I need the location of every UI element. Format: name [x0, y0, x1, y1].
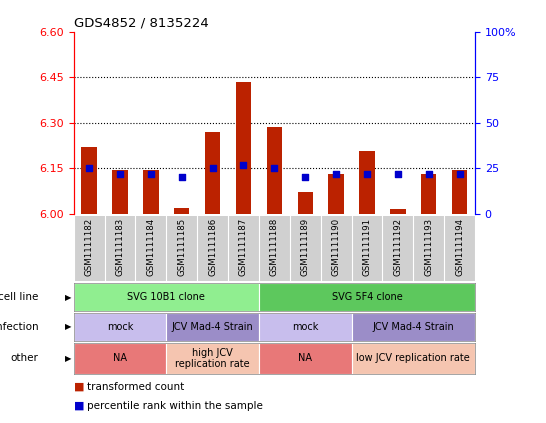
Text: transformed count: transformed count [87, 382, 185, 392]
Point [239, 161, 248, 168]
Text: GSM1111182: GSM1111182 [85, 218, 94, 276]
Text: GSM1111190: GSM1111190 [331, 218, 341, 276]
Bar [266, 127, 282, 214]
Bar [143, 170, 158, 214]
Point [177, 174, 186, 181]
Point [363, 170, 371, 177]
Text: ■: ■ [74, 382, 84, 392]
Text: other: other [10, 354, 38, 363]
Text: percentile rank within the sample: percentile rank within the sample [87, 401, 263, 411]
Text: GDS4852 / 8135224: GDS4852 / 8135224 [74, 16, 209, 29]
Bar [205, 132, 221, 214]
Text: GSM1111185: GSM1111185 [177, 218, 186, 276]
Text: cell line: cell line [0, 292, 38, 302]
Bar [352, 343, 475, 374]
Text: GSM1111193: GSM1111193 [424, 218, 433, 276]
Text: mock: mock [107, 322, 133, 332]
Text: low JCV replication rate: low JCV replication rate [357, 354, 470, 363]
Text: GSM1111187: GSM1111187 [239, 218, 248, 276]
Text: infection: infection [0, 322, 38, 332]
Text: mock: mock [292, 322, 318, 332]
Text: SVG 10B1 clone: SVG 10B1 clone [127, 292, 205, 302]
Text: NA: NA [298, 354, 312, 363]
Text: GSM1111183: GSM1111183 [116, 218, 124, 276]
Point [455, 170, 464, 177]
Bar [74, 343, 167, 374]
Text: JCV Mad-4 Strain: JCV Mad-4 Strain [372, 322, 454, 332]
Text: ■: ■ [74, 401, 84, 411]
Bar [259, 343, 352, 374]
Text: GSM1111192: GSM1111192 [393, 218, 402, 276]
Bar [452, 170, 467, 214]
Point [116, 170, 124, 177]
Bar [259, 283, 475, 311]
Text: GSM1111188: GSM1111188 [270, 218, 279, 276]
Text: GSM1111194: GSM1111194 [455, 218, 464, 276]
Text: high JCV
replication rate: high JCV replication rate [175, 348, 250, 369]
Bar [236, 82, 251, 214]
Bar [328, 174, 344, 214]
Text: ▶: ▶ [64, 322, 71, 331]
Text: ▶: ▶ [64, 293, 71, 302]
Point [85, 165, 93, 172]
Text: SVG 5F4 clone: SVG 5F4 clone [331, 292, 402, 302]
Text: GSM1111189: GSM1111189 [301, 218, 310, 276]
Bar [81, 147, 97, 214]
Text: GSM1111186: GSM1111186 [208, 218, 217, 276]
Text: GSM1111184: GSM1111184 [146, 218, 156, 276]
Point [332, 170, 341, 177]
Point [208, 165, 217, 172]
Bar [259, 313, 352, 341]
Text: ▶: ▶ [64, 354, 71, 363]
Bar [167, 313, 259, 341]
Bar [298, 192, 313, 214]
Bar [174, 208, 189, 214]
Text: NA: NA [113, 354, 127, 363]
Bar [390, 209, 406, 214]
Text: JCV Mad-4 Strain: JCV Mad-4 Strain [172, 322, 253, 332]
Bar [167, 343, 259, 374]
Point [394, 170, 402, 177]
Point [270, 165, 279, 172]
Text: GSM1111191: GSM1111191 [363, 218, 371, 276]
Point [301, 174, 310, 181]
Bar [359, 151, 375, 214]
Point [146, 170, 155, 177]
Bar [421, 174, 436, 214]
Bar [112, 170, 128, 214]
Bar [74, 283, 259, 311]
Bar [74, 313, 167, 341]
Bar [352, 313, 475, 341]
Point [424, 170, 433, 177]
